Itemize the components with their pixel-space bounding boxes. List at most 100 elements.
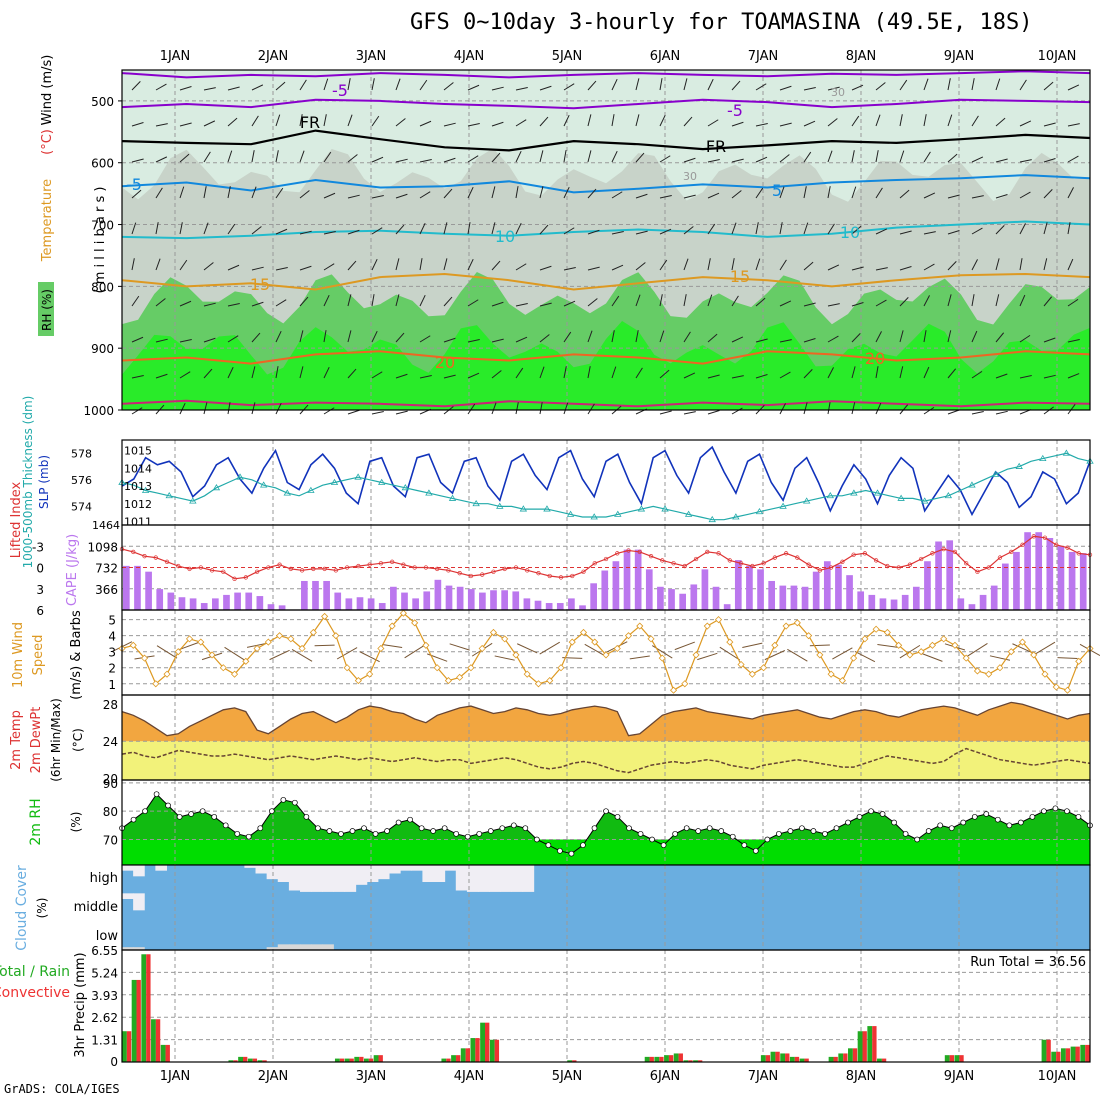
x-label-top: 4JAN: [454, 49, 485, 64]
wind-barb: [203, 402, 208, 415]
wind-barb: [131, 375, 144, 379]
li-marker: [187, 566, 192, 572]
precip-total-bar: [954, 1055, 960, 1062]
wind-barb: [203, 151, 211, 163]
wind-barb: [1043, 81, 1054, 91]
precip-convective-bar: [455, 1055, 461, 1062]
cape-bar: [812, 571, 820, 610]
cape-bar: [123, 565, 130, 610]
wind-speed-marker: [1030, 651, 1038, 659]
wind-barb: [155, 298, 166, 307]
wind-barb: [659, 294, 663, 307]
wind-barb: [875, 267, 888, 271]
wind-barb: [467, 186, 474, 199]
li-marker: [513, 565, 519, 570]
wind-barb: [443, 222, 448, 235]
li-marker: [862, 551, 868, 556]
wind-barb: [563, 331, 572, 343]
thickness-marker: [873, 489, 882, 496]
precip-convective-bar: [446, 1058, 451, 1062]
cape-bar: [746, 565, 753, 610]
precip-total-bar: [131, 979, 137, 1062]
isotherm--5: [121, 70, 1091, 79]
wind-barb: [1019, 258, 1023, 271]
wind-barb-10m: [517, 643, 538, 654]
wind-barb: [467, 299, 479, 307]
li-marker: [761, 561, 766, 566]
wind-speed-marker: [174, 648, 182, 656]
label-speed: Speed: [31, 635, 46, 676]
cape-bar: [512, 591, 520, 610]
thickness-tick: 574: [71, 500, 92, 513]
label-2m-rh: 2m RH: [28, 798, 44, 845]
wind-barb: [491, 86, 504, 91]
wind-speed-marker: [613, 644, 621, 653]
rh-marker: [695, 828, 702, 834]
rh-tick: 90: [103, 777, 118, 791]
cape-bar: [1046, 538, 1054, 610]
high-cloud-gap: [455, 865, 468, 891]
precip-total-bar: [122, 1031, 127, 1062]
wind-barb: [1043, 222, 1048, 235]
contour-label: 15: [250, 275, 270, 294]
temp-tick: 24: [103, 735, 118, 749]
rh-marker: [614, 813, 621, 820]
wind-speed-marker: [163, 670, 171, 678]
rh-marker: [165, 802, 171, 809]
wind-speed-marker: [489, 628, 498, 637]
li-marker: [480, 572, 485, 577]
wind-barb: [179, 402, 186, 415]
isotherm-25: [121, 399, 1091, 408]
wind-barb: [395, 332, 405, 343]
wind-barb: [683, 157, 696, 163]
isotherm-10: [121, 220, 1091, 240]
wind-barb: [275, 402, 282, 415]
high-cloud-gap: [500, 865, 512, 892]
wind-barb: [923, 263, 935, 271]
li-marker: [1065, 545, 1070, 550]
wind-barb: [299, 230, 312, 235]
wind-barb: [491, 186, 496, 199]
wind-speed-marker: [962, 654, 970, 662]
precip-convective-bar: [494, 1039, 500, 1062]
li-marker: [592, 561, 597, 566]
precip-total-bar: [828, 1056, 834, 1062]
wind-barb: [515, 222, 522, 235]
li-marker: [1042, 535, 1048, 540]
chart-title: GFS 0~10day 3-hourly for TOAMASINA (49.5…: [410, 10, 1033, 35]
wind-barb: [491, 222, 496, 235]
wind-speed-marker: [354, 677, 362, 685]
middle-cloud-gap: [122, 893, 134, 899]
high-cloud-gap: [366, 865, 379, 882]
rh-tick: 70: [103, 834, 118, 848]
cape-bar: [490, 590, 497, 610]
li-marker: [356, 563, 361, 569]
wind-barb: [467, 222, 471, 235]
wind-speed-marker: [140, 654, 149, 662]
cape-bar: [523, 598, 531, 610]
wind-tick: 1: [108, 678, 116, 692]
rh-marker: [384, 828, 390, 834]
wind-barb: [779, 371, 791, 379]
wind-barb: [203, 262, 214, 271]
wind-barb: [731, 158, 744, 163]
cape-bar: [245, 592, 253, 610]
wind-speed-marker: [422, 641, 430, 649]
wind-speed-marker: [883, 628, 891, 637]
wind-barb: [539, 85, 552, 91]
wind-barb: [587, 403, 595, 415]
wind-barb: [563, 366, 567, 379]
wind-barb: [947, 261, 957, 271]
run-total-label: Run Total = 36.56: [970, 955, 1086, 970]
wind-barb: [155, 187, 163, 199]
wind-barb: [899, 189, 910, 199]
wind-barb: [299, 190, 310, 199]
x-label-top: 5JAN: [552, 49, 583, 64]
thickness-marker: [1039, 454, 1047, 461]
wind-barb: [371, 195, 384, 199]
precip-total-bar: [257, 1060, 263, 1062]
wind-barb: [1019, 223, 1026, 235]
wind-barb: [683, 78, 688, 91]
high-cloud-gap: [377, 865, 390, 880]
precip-convective-bar: [572, 1060, 577, 1062]
